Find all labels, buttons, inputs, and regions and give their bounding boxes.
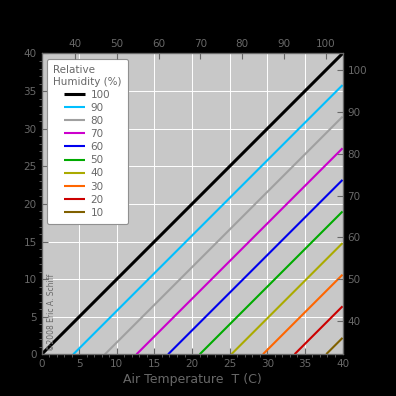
- 20: [331, 312, 336, 317]
- 50: [340, 209, 345, 214]
- 100: [161, 230, 166, 235]
- 80: [326, 128, 331, 133]
- 60: [166, 352, 171, 357]
- 80: [128, 326, 133, 331]
- 20: [323, 321, 328, 326]
- Line: 50: 50: [200, 211, 343, 354]
- 10: [338, 337, 343, 342]
- 70: [227, 259, 232, 264]
- Line: 10: 10: [326, 338, 343, 354]
- 80: [340, 114, 345, 119]
- Line: 80: 80: [105, 117, 343, 354]
- 40: [274, 307, 278, 312]
- 90: [142, 281, 147, 286]
- 40: [229, 352, 234, 357]
- 30: [340, 272, 345, 277]
- 20: [292, 352, 297, 356]
- Line: 20: 20: [295, 306, 343, 354]
- 20: [302, 342, 307, 347]
- 60: [191, 327, 196, 332]
- 30: [261, 352, 265, 356]
- Line: 70: 70: [137, 148, 343, 354]
- 30: [293, 320, 297, 325]
- 100: [70, 321, 75, 326]
- 90: [71, 352, 76, 357]
- 50: [208, 342, 212, 346]
- 10: [324, 352, 329, 356]
- 90: [326, 97, 331, 102]
- 100: [39, 352, 44, 357]
- 10: [326, 350, 330, 355]
- 70: [340, 146, 345, 150]
- 30: [335, 278, 339, 283]
- 70: [320, 166, 325, 171]
- 20: [338, 306, 343, 311]
- 100: [274, 117, 279, 122]
- 30: [309, 303, 314, 308]
- 50: [296, 253, 301, 258]
- 60: [327, 190, 332, 195]
- 90: [241, 182, 246, 187]
- 100: [340, 51, 345, 56]
- 80: [103, 352, 107, 357]
- Text: ©2008 Eric A. Schiff: ©2008 Eric A. Schiff: [47, 274, 56, 351]
- 40: [340, 241, 345, 246]
- 50: [301, 249, 305, 253]
- 100: [246, 145, 251, 150]
- 40: [326, 255, 330, 260]
- 50: [197, 352, 202, 357]
- 90: [203, 220, 208, 225]
- 10: [328, 348, 333, 352]
- 60: [340, 177, 345, 182]
- 30: [335, 277, 340, 282]
- 100: [279, 112, 284, 117]
- 20: [340, 304, 345, 308]
- 80: [300, 155, 305, 160]
- X-axis label: Air Temperature  T (C): Air Temperature T (C): [123, 373, 261, 386]
- 60: [211, 307, 215, 312]
- Line: 40: 40: [231, 243, 343, 354]
- Line: 60: 60: [168, 180, 343, 354]
- 80: [242, 212, 247, 217]
- 90: [340, 83, 345, 88]
- 80: [192, 262, 197, 267]
- 70: [135, 351, 139, 356]
- 70: [134, 352, 139, 357]
- 70: [226, 260, 231, 265]
- 60: [300, 217, 305, 222]
- 20: [319, 325, 324, 330]
- 50: [198, 352, 202, 356]
- 70: [160, 326, 165, 331]
- 50: [284, 265, 289, 270]
- 100: [172, 219, 177, 224]
- 70: [210, 276, 215, 281]
- 90: [271, 152, 276, 157]
- 10: [327, 349, 332, 354]
- 60: [326, 192, 330, 197]
- 40: [248, 333, 253, 337]
- 40: [272, 308, 277, 313]
- 10: [340, 335, 345, 340]
- Legend: 100, 90, 80, 70, 60, 50, 40, 30, 20, 10: 100, 90, 80, 70, 60, 50, 40, 30, 20, 10: [47, 59, 128, 224]
- 30: [295, 317, 300, 322]
- 60: [257, 261, 261, 266]
- 40: [320, 261, 325, 265]
- 50: [322, 228, 326, 232]
- 30: [321, 291, 326, 296]
- 40: [310, 271, 315, 276]
- 90: [80, 343, 85, 347]
- 10: [330, 346, 335, 350]
- Line: 90: 90: [73, 85, 343, 354]
- Line: 100: 100: [42, 53, 343, 354]
- 10: [340, 336, 345, 341]
- 80: [333, 122, 337, 127]
- 20: [306, 338, 310, 343]
- Line: 30: 30: [263, 275, 343, 354]
